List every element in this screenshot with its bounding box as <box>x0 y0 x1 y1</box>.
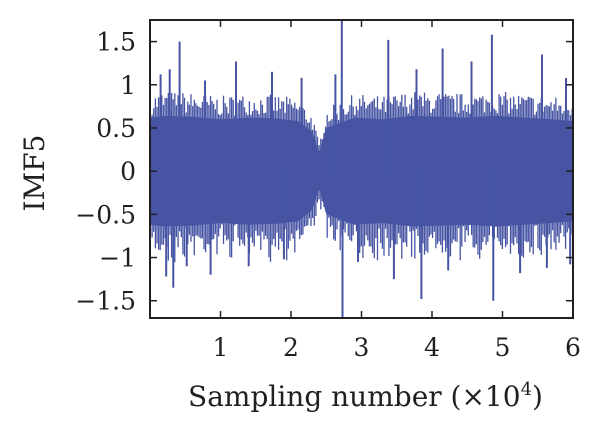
x-axis-title-text: Sampling number (×10 <box>188 380 521 413</box>
x-tick-label: 5 <box>495 333 511 362</box>
x-axis-title-exponent: 4 <box>521 379 532 400</box>
x-axis-title: Sampling number (×104) <box>188 379 543 413</box>
x-axis-ticks: 1 2 3 4 5 6 <box>213 20 581 362</box>
x-tick-label: 6 <box>565 333 581 362</box>
y-tick-label: 0.5 <box>96 114 136 143</box>
y-axis-title: IMF5 <box>18 135 51 212</box>
y-tick-label: 1.5 <box>96 28 136 57</box>
y-tick-label: 0 <box>120 157 136 186</box>
y-tick-label: −0.5 <box>75 200 136 229</box>
signal-peaks <box>151 20 573 318</box>
y-tick-label: −1 <box>99 244 136 273</box>
y-tick-label: −1.5 <box>75 287 136 316</box>
x-tick-label: 4 <box>424 333 440 362</box>
x-tick-label: 1 <box>213 333 229 362</box>
x-axis-title-close: ) <box>532 380 543 413</box>
y-tick-label: 1 <box>120 71 136 100</box>
y-axis-ticks: 1.5 1 0.5 0 −0.5 −1 −1.5 <box>75 28 573 316</box>
x-tick-label: 3 <box>354 333 370 362</box>
plot-area <box>149 19 574 319</box>
x-tick-label: 2 <box>283 333 299 362</box>
